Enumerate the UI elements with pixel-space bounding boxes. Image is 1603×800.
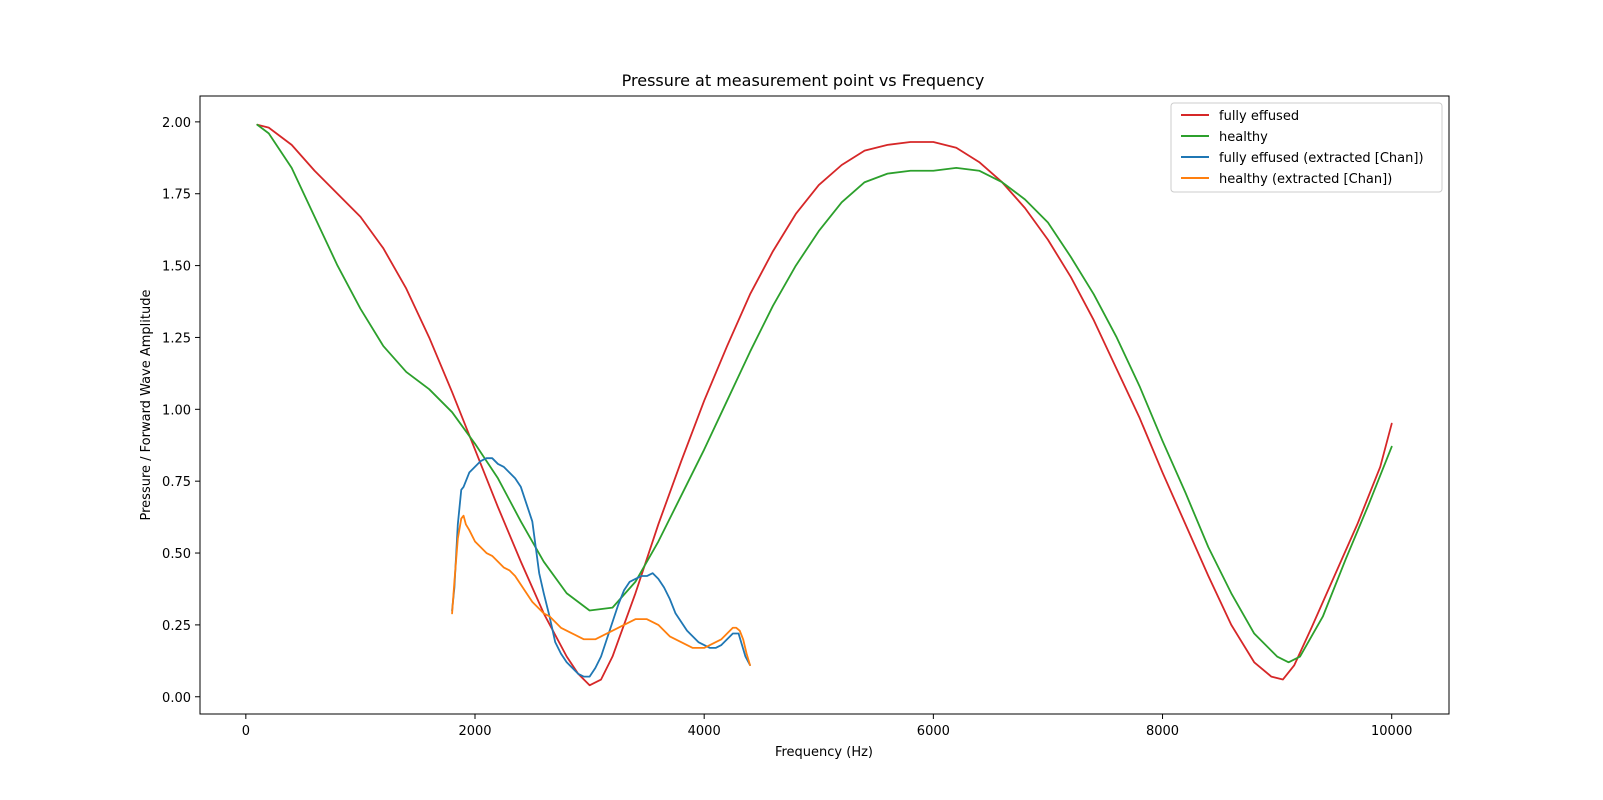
x-tick-label: 8000	[1146, 724, 1179, 739]
y-tick-label: 2.00	[162, 116, 191, 131]
plot-area	[199, 95, 1450, 715]
legend-label-0: fully effused	[1219, 109, 1299, 124]
y-tick-label: 0.00	[162, 691, 191, 706]
y-tick-label: 0.50	[162, 547, 191, 562]
x-axis: 0 2000 4000 6000 8000 10000	[242, 714, 1412, 739]
series-line-3	[451, 514, 751, 667]
x-tick-label: 10000	[1371, 724, 1412, 739]
x-tick-label: 6000	[917, 724, 950, 739]
y-axis-label: Pressure / Forward Wave Amplitude	[139, 290, 154, 521]
y-tick-label: 1.75	[162, 188, 191, 203]
series-line-2	[451, 457, 751, 678]
y-tick-label: 0.75	[162, 475, 191, 490]
legend: fully effused healthy fully effused (extra…	[1170, 102, 1443, 193]
x-tick-label: 4000	[688, 724, 721, 739]
y-axis: 0.00 0.25 0.50 0.75 1.00 1.25 1.50 1.75 2.00	[162, 116, 200, 706]
series-layer	[256, 123, 1393, 687]
chart-title: Pressure at measurement point vs Frequen…	[622, 71, 985, 90]
x-tick-label: 0	[242, 724, 250, 739]
plot-frame	[199, 95, 1450, 715]
y-tick-label: 0.25	[162, 619, 191, 634]
series-line-0	[256, 123, 1393, 687]
series-line-1	[256, 123, 1393, 664]
legend-label-1: healthy	[1219, 130, 1268, 145]
legend-label-3: healthy (extracted [Chan])	[1219, 172, 1392, 187]
y-tick-label: 1.50	[162, 260, 191, 275]
legend-label-2: fully effused (extracted [Chan])	[1219, 151, 1424, 166]
x-tick-label: 2000	[458, 724, 491, 739]
x-axis-label: Frequency (Hz)	[775, 745, 873, 760]
legend-box	[1170, 102, 1443, 193]
y-tick-label: 1.25	[162, 331, 191, 346]
y-tick-label: 1.00	[162, 403, 191, 418]
